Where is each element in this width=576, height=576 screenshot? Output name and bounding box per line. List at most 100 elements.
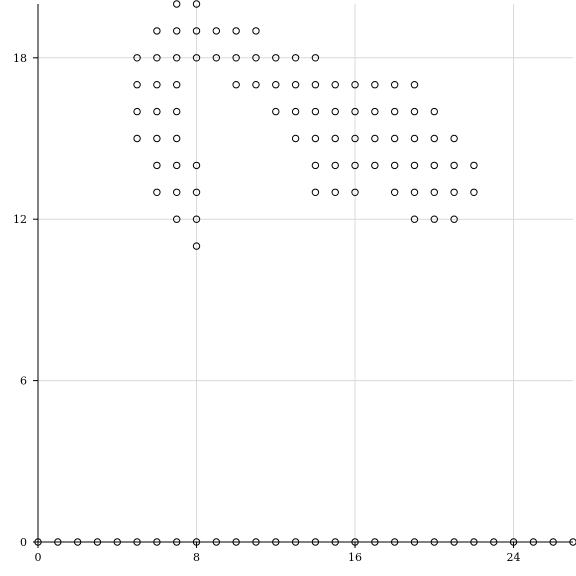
data-point [331, 81, 339, 89]
data-point [173, 161, 181, 170]
data-point [371, 538, 379, 546]
data-point [173, 54, 181, 62]
data-point [450, 161, 458, 170]
data-point [450, 134, 458, 143]
data-point [291, 107, 300, 116]
data-point [410, 134, 419, 143]
data-point [291, 538, 300, 546]
axes [37, 4, 573, 543]
data-point [291, 134, 300, 143]
data-point [153, 538, 161, 546]
data-point [192, 27, 201, 35]
data-point [113, 538, 121, 546]
data-point [153, 27, 161, 35]
data-point [252, 27, 260, 35]
data-point [153, 161, 161, 170]
data-point [371, 161, 379, 170]
data-point [331, 107, 339, 116]
data-point [470, 161, 478, 170]
data-point [192, 215, 201, 223]
data-point [311, 81, 320, 89]
data-point [390, 188, 399, 197]
data-point [192, 242, 201, 250]
data-point [272, 54, 280, 62]
data-point [390, 81, 399, 89]
data-point [509, 538, 518, 546]
data-point [410, 161, 419, 170]
data-point [192, 161, 201, 170]
data-point [311, 134, 320, 143]
data-point [173, 538, 181, 546]
data-point [351, 81, 359, 89]
data-point [232, 81, 240, 89]
data-point [232, 27, 240, 35]
data-point [212, 27, 221, 35]
data-point [331, 161, 339, 170]
data-point [272, 81, 280, 89]
data-point [291, 81, 300, 89]
data-point [173, 0, 181, 8]
data-point [232, 538, 240, 546]
data-point [410, 188, 419, 197]
data-point [192, 538, 201, 546]
data-point [450, 188, 458, 197]
data-point [351, 161, 359, 170]
data-point [390, 161, 399, 170]
data-point [173, 215, 181, 223]
data-point [153, 107, 161, 116]
data-point [450, 538, 458, 546]
x-tick-label: 24 [507, 551, 521, 564]
data-point [153, 134, 161, 143]
data-point [569, 538, 576, 546]
data-point [311, 188, 320, 197]
y-tick-label: 6 [20, 375, 27, 388]
data-point [410, 107, 419, 116]
data-point [34, 538, 42, 546]
data-point [490, 538, 498, 546]
data-point [430, 161, 438, 170]
data-point [252, 81, 260, 89]
data-point [410, 81, 419, 89]
data-point [390, 134, 399, 143]
data-point [371, 134, 379, 143]
data-point [192, 188, 201, 197]
data-point [430, 215, 438, 223]
data-point [173, 188, 181, 197]
y-tick-label: 0 [20, 536, 27, 549]
data-point [232, 54, 240, 62]
data-point [133, 107, 141, 116]
data-point [410, 215, 419, 223]
data-point [331, 188, 339, 197]
data-point [430, 134, 438, 143]
data-point [272, 107, 280, 116]
data-point [311, 107, 320, 116]
data-point [133, 538, 141, 546]
data-point [311, 54, 320, 62]
data-point [371, 81, 379, 89]
data-point [291, 54, 300, 62]
data-point [430, 107, 438, 116]
data-point [173, 107, 181, 116]
data-point [252, 538, 260, 546]
x-tick-label: 8 [193, 551, 200, 564]
data-point [212, 538, 221, 546]
data-point [450, 215, 458, 223]
x-tick-label: 16 [348, 551, 362, 564]
data-point [192, 54, 201, 62]
data-point [73, 538, 82, 546]
data-point [153, 188, 161, 197]
data-point [390, 538, 399, 546]
data-point [351, 538, 359, 546]
ticks: 0 8 16 24 0 6 12 18 [13, 52, 521, 564]
data-point [351, 188, 359, 197]
data-point [272, 538, 280, 546]
data-point [410, 538, 419, 546]
data-point [252, 54, 260, 62]
data-point [173, 27, 181, 35]
data-point [549, 538, 557, 546]
data-point [192, 0, 201, 8]
data-point [133, 134, 141, 143]
y-tick-label: 18 [13, 52, 27, 65]
data-point [430, 188, 438, 197]
